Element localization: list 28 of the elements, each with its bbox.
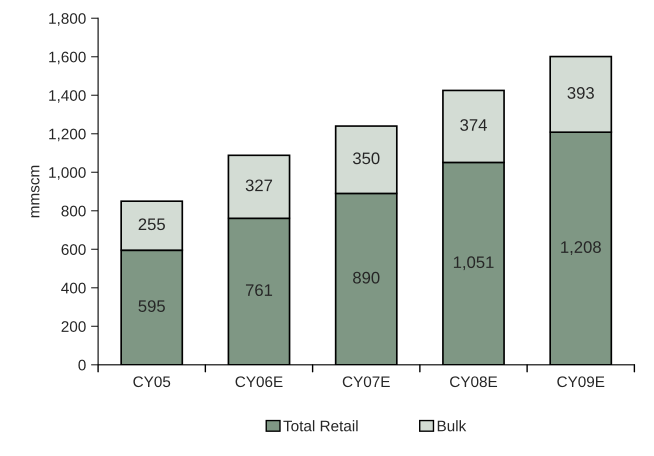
x-tick-label: CY05 <box>133 376 170 388</box>
y-tick-label: 0 <box>78 360 86 370</box>
data-label: 890 <box>353 272 380 284</box>
x-tick-label: CY08E <box>450 376 498 388</box>
y-tick-label: 1,600 <box>49 52 86 64</box>
data-label: 1,208 <box>561 241 601 255</box>
data-label: 374 <box>460 119 487 131</box>
legend-label: Total Retail <box>283 420 358 432</box>
data-label: 393 <box>567 87 594 99</box>
x-tick-label: CY07E <box>342 376 390 388</box>
y-tick-label: 600 <box>62 244 86 255</box>
data-label: 595 <box>138 300 165 312</box>
y-tick-label: 1,000 <box>49 167 86 180</box>
data-label: 327 <box>246 179 272 192</box>
data-label: 350 <box>352 152 380 164</box>
y-tick-label: 200 <box>62 321 86 332</box>
data-label: 255 <box>138 218 165 230</box>
data-label: 761 <box>246 284 272 296</box>
x-tick-label: CY09E <box>557 376 604 388</box>
legend-label: Bulk <box>438 420 466 432</box>
data-label: 1,051 <box>454 256 494 270</box>
y-tick-label: 400 <box>61 282 86 294</box>
x-tick-label: CY06E <box>236 376 283 388</box>
y-axis-title: mmscm <box>31 166 40 218</box>
y-tick-label: 1,200 <box>49 128 86 142</box>
y-tick-label: 1,800 <box>49 13 86 26</box>
y-tick-label: 800 <box>61 206 86 216</box>
y-tick-label: 1,400 <box>49 90 86 103</box>
